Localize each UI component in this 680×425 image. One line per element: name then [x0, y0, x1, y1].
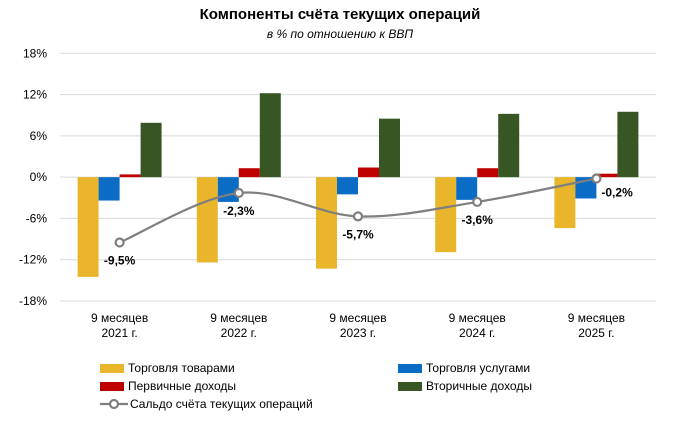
bar: [238, 168, 260, 178]
chart-subtitle: в % по отношению к ВВП: [266, 27, 414, 41]
data-label: -5,7%: [342, 227, 374, 241]
legend-swatch: [398, 363, 422, 373]
legend-swatch: [398, 381, 422, 391]
legend-item: Сальдо счёта текущих операций: [100, 397, 313, 411]
legend-label: Торговля товарами: [128, 361, 235, 375]
legend-item: Торговля услугами: [398, 361, 530, 375]
y-tick-label: 6%: [30, 129, 48, 143]
balance-point: [352, 211, 364, 222]
x-tick-label: 2021 г.: [101, 326, 137, 340]
legend-swatch: [100, 363, 124, 373]
legend-swatch: [100, 381, 124, 391]
balance-point: [114, 237, 125, 248]
bar: [456, 177, 478, 200]
bar: [140, 122, 162, 178]
x-tick-label: 2022 г.: [221, 326, 257, 340]
legend-item: Торговля товарами: [100, 361, 235, 375]
y-tick-label: -18%: [19, 294, 47, 308]
balance-point: [472, 196, 483, 208]
x-tick-label: 2024 г.: [459, 326, 495, 340]
x-tick-label: 9 месяцев: [329, 311, 386, 325]
x-tick-label: 9 месяцев: [210, 311, 267, 325]
x-tick-label: 9 месяцев: [91, 311, 148, 325]
y-tick-label: 12%: [23, 88, 47, 102]
y-tick-label: -6%: [26, 211, 48, 225]
bar: [596, 173, 618, 178]
bar: [379, 118, 400, 178]
bar: [77, 177, 99, 277]
data-label: -9,5%: [104, 254, 136, 268]
data-label: -0,2%: [601, 186, 633, 200]
bar: [477, 168, 499, 178]
bar: [316, 177, 337, 269]
y-tick-label: 0%: [30, 170, 48, 184]
x-tick-label: 2025 г.: [578, 326, 614, 340]
x-tick-label: 9 месяцев: [568, 311, 625, 325]
legend-label: Первичные доходы: [128, 379, 237, 393]
x-tick-label: 2023 г.: [340, 326, 376, 340]
legend-swatch: [100, 398, 128, 410]
balance-point: [591, 173, 602, 184]
data-label: -2,3%: [223, 204, 255, 218]
y-tick-label: 18%: [23, 46, 47, 60]
legend-label: Вторичные доходы: [426, 379, 532, 393]
bar: [337, 177, 358, 195]
bar: [119, 174, 141, 178]
bar: [617, 111, 639, 178]
data-label: -3,6%: [462, 213, 494, 227]
bar: [358, 167, 379, 178]
x-tick-label: 9 месяцев: [449, 311, 506, 325]
chart-title: Компоненты счёта текущих операций: [199, 6, 481, 23]
y-tick-label: -12%: [19, 253, 47, 267]
bar: [498, 113, 520, 178]
bar: [259, 93, 281, 178]
legend-label: Сальдо счёта текущих операций: [130, 397, 313, 411]
legend-label: Торговля услугами: [426, 361, 531, 375]
legend-item: Первичные доходы: [100, 379, 236, 393]
bar: [196, 177, 218, 263]
bar: [554, 177, 576, 229]
bar: [435, 177, 457, 253]
bar: [98, 177, 120, 201]
balance-point: [233, 187, 244, 199]
legend-item: Вторичные доходы: [398, 379, 532, 393]
